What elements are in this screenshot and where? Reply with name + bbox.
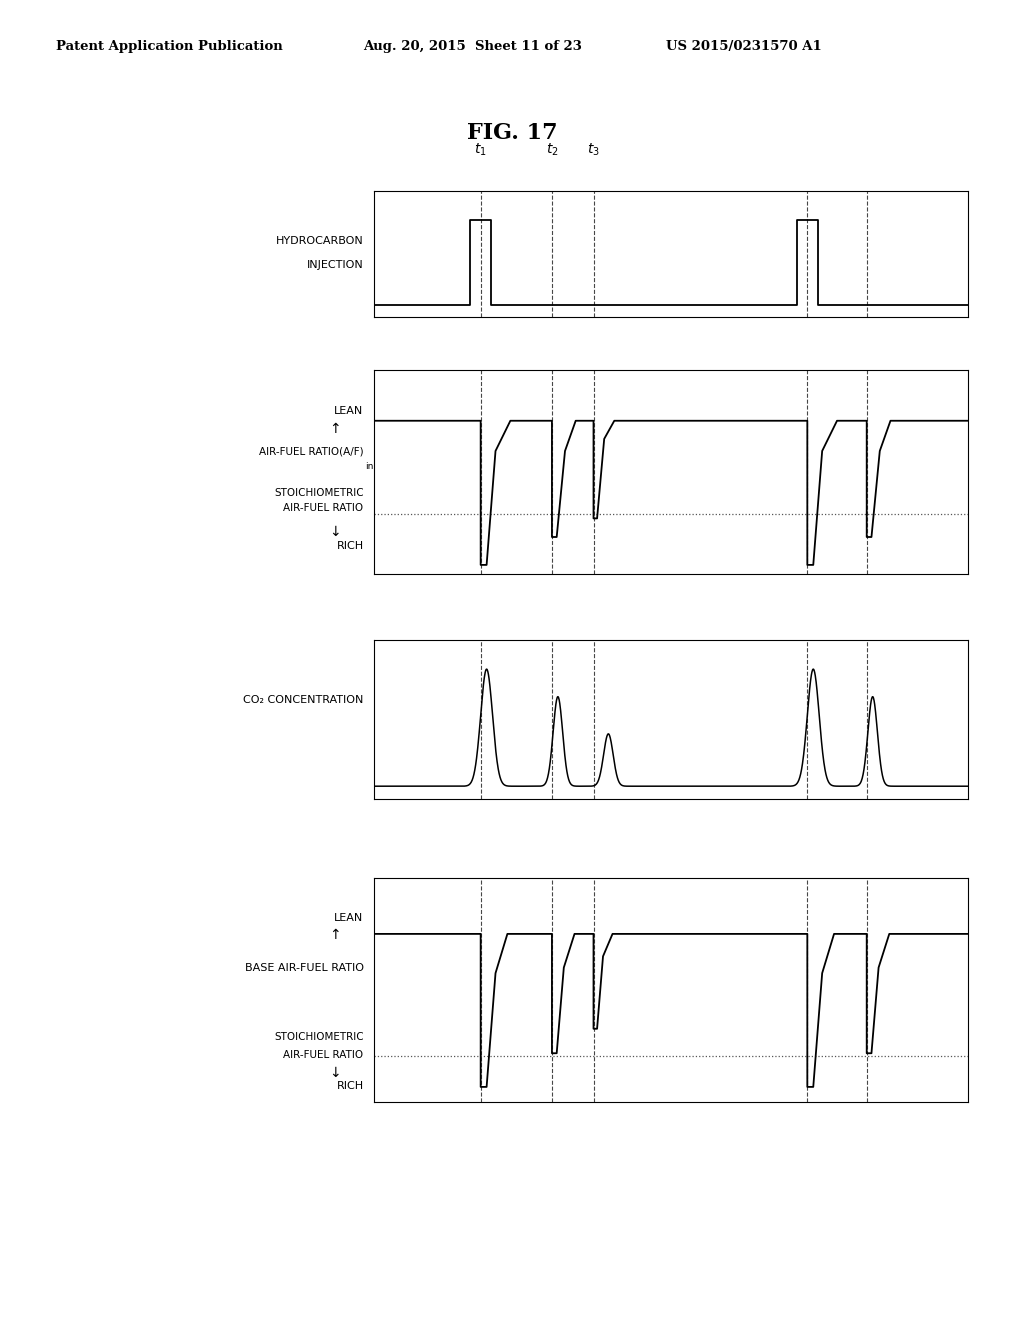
Text: HYDROCARBON: HYDROCARBON [275, 236, 364, 246]
Text: INJECTION: INJECTION [307, 260, 364, 269]
Text: Patent Application Publication: Patent Application Publication [56, 40, 283, 53]
Text: ↓: ↓ [329, 1067, 341, 1080]
Text: AIR-FUEL RATIO(A/F): AIR-FUEL RATIO(A/F) [259, 446, 364, 457]
Text: STOICHIOMETRIC: STOICHIOMETRIC [273, 487, 364, 498]
Text: CO₂ CONCENTRATION: CO₂ CONCENTRATION [243, 696, 364, 705]
Text: $t_2$: $t_2$ [546, 143, 558, 158]
Text: $t_3$: $t_3$ [587, 143, 600, 158]
Text: RICH: RICH [337, 1081, 364, 1092]
Text: FIG. 17: FIG. 17 [467, 121, 557, 144]
Text: $t_1$: $t_1$ [474, 143, 487, 158]
Text: AIR-FUEL RATIO: AIR-FUEL RATIO [284, 503, 364, 513]
Text: RICH: RICH [337, 541, 364, 550]
Text: Aug. 20, 2015  Sheet 11 of 23: Aug. 20, 2015 Sheet 11 of 23 [364, 40, 583, 53]
Text: ↑: ↑ [329, 422, 341, 436]
Text: US 2015/0231570 A1: US 2015/0231570 A1 [666, 40, 821, 53]
Text: LEAN: LEAN [334, 405, 364, 416]
Text: AIR-FUEL RATIO: AIR-FUEL RATIO [284, 1051, 364, 1060]
Text: ↑: ↑ [329, 928, 341, 942]
Text: ↓: ↓ [329, 525, 341, 540]
Text: LEAN: LEAN [334, 913, 364, 923]
Text: STOICHIOMETRIC: STOICHIOMETRIC [273, 1032, 364, 1041]
Text: BASE AIR-FUEL RATIO: BASE AIR-FUEL RATIO [245, 962, 364, 973]
Text: in: in [366, 462, 374, 471]
